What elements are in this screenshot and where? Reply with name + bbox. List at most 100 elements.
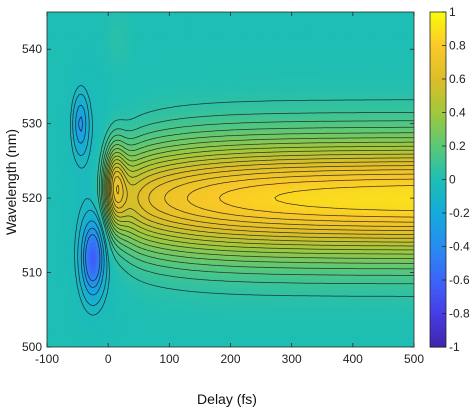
heatmap-cell [338, 293, 342, 297]
heatmap-cell [125, 344, 129, 347]
plot-area [47, 12, 414, 347]
heatmap-cell [201, 335, 205, 339]
heatmap-cell [391, 305, 396, 309]
heatmap-cell [365, 344, 369, 347]
heatmap-cell [281, 332, 285, 336]
heatmap-cell [117, 308, 121, 312]
heatmap-cell [166, 335, 170, 339]
heatmap-cell [132, 317, 136, 321]
heatmap-cell [220, 281, 224, 285]
heatmap-cell [166, 290, 170, 294]
heatmap-cell [132, 314, 136, 318]
heatmap-cell [230, 281, 234, 285]
heatmap-cell [166, 296, 170, 300]
heatmap-cell [73, 281, 77, 285]
heatmap-cell [108, 299, 112, 303]
heatmap-cell [220, 305, 224, 309]
heatmap-cell [252, 329, 256, 333]
heatmap-cell [343, 290, 347, 294]
heatmap-cell [115, 329, 119, 333]
heatmap-cell [98, 284, 102, 288]
heatmap-cell [311, 299, 315, 303]
heatmap-cell [76, 341, 80, 345]
heatmap-cell [289, 308, 293, 312]
heatmap-cell [115, 335, 119, 339]
heatmap-cell [66, 344, 70, 347]
heatmap-cell [49, 338, 53, 342]
heatmap-cell [308, 290, 312, 294]
heatmap-cell [69, 311, 73, 315]
heatmap-cell [157, 311, 161, 315]
heatmap-cell [350, 338, 354, 342]
heatmap-cell [242, 308, 246, 312]
heatmap-cell [252, 284, 256, 288]
heatmap-cell [235, 311, 239, 315]
heatmap-cell [154, 323, 158, 327]
heatmap-cell [235, 284, 239, 288]
heatmap-cell [169, 311, 173, 315]
heatmap-cell [206, 317, 210, 321]
heatmap-cell [379, 299, 383, 303]
heatmap-cell [83, 299, 87, 303]
heatmap-cell [164, 308, 168, 312]
heatmap-cell [127, 308, 131, 312]
heatmap-cell [54, 308, 58, 312]
heatmap-cell [78, 311, 82, 315]
heatmap-cell [159, 329, 163, 333]
heatmap-cell [49, 326, 53, 330]
heatmap-cell [161, 296, 166, 300]
heatmap-cell [372, 329, 376, 333]
heatmap-cell [147, 284, 151, 288]
heatmap-cell [61, 341, 65, 345]
heatmap-cell [142, 338, 146, 342]
heatmap-cell [291, 284, 295, 288]
heatmap-cell [281, 299, 285, 303]
heatmap-cell [166, 305, 170, 309]
heatmap-cell [237, 338, 241, 342]
heatmap-cell [343, 305, 347, 309]
heatmap-cell [372, 281, 376, 285]
heatmap-cell [345, 332, 349, 336]
heatmap-cell [56, 311, 60, 315]
heatmap-cell [316, 332, 320, 336]
heatmap-cell [272, 344, 276, 347]
heatmap-cell [374, 323, 378, 327]
heatmap-cell [308, 323, 312, 327]
heatmap-cell [115, 293, 119, 297]
heatmap-cell [154, 305, 158, 309]
heatmap-cell [149, 284, 153, 288]
heatmap-cell [139, 341, 144, 345]
heatmap-cell [387, 320, 391, 324]
heatmap-cell [276, 302, 281, 306]
heatmap-cell [193, 326, 197, 330]
heatmap-cell [193, 305, 197, 309]
heatmap-cell [220, 296, 224, 300]
heatmap-cell [382, 320, 386, 324]
heatmap-cell [387, 299, 391, 303]
heatmap-cell [49, 284, 53, 288]
heatmap-cell [338, 335, 342, 339]
heatmap-cell [76, 320, 80, 324]
heatmap-cell [59, 335, 63, 339]
heatmap-cell [382, 332, 386, 336]
heatmap-cell [396, 335, 400, 339]
heatmap-cell [179, 344, 183, 347]
heatmap-cell [108, 311, 112, 315]
heatmap-cell [237, 296, 241, 300]
heatmap-cell [152, 329, 156, 333]
heatmap-cell [127, 287, 131, 291]
heatmap-cell [360, 326, 364, 330]
heatmap-cell [313, 326, 317, 330]
heatmap-cell [164, 320, 168, 324]
heatmap-cell [144, 332, 148, 336]
heatmap-cell [379, 332, 383, 336]
heatmap-cell [347, 323, 351, 327]
heatmap-cell [306, 341, 310, 345]
heatmap-cell [210, 305, 214, 309]
heatmap-cell [95, 335, 99, 339]
heatmap-cell [391, 293, 396, 297]
heatmap-cell [132, 323, 136, 327]
heatmap-cell [313, 344, 317, 347]
heatmap-cell [250, 311, 254, 315]
heatmap-cell [83, 320, 87, 324]
